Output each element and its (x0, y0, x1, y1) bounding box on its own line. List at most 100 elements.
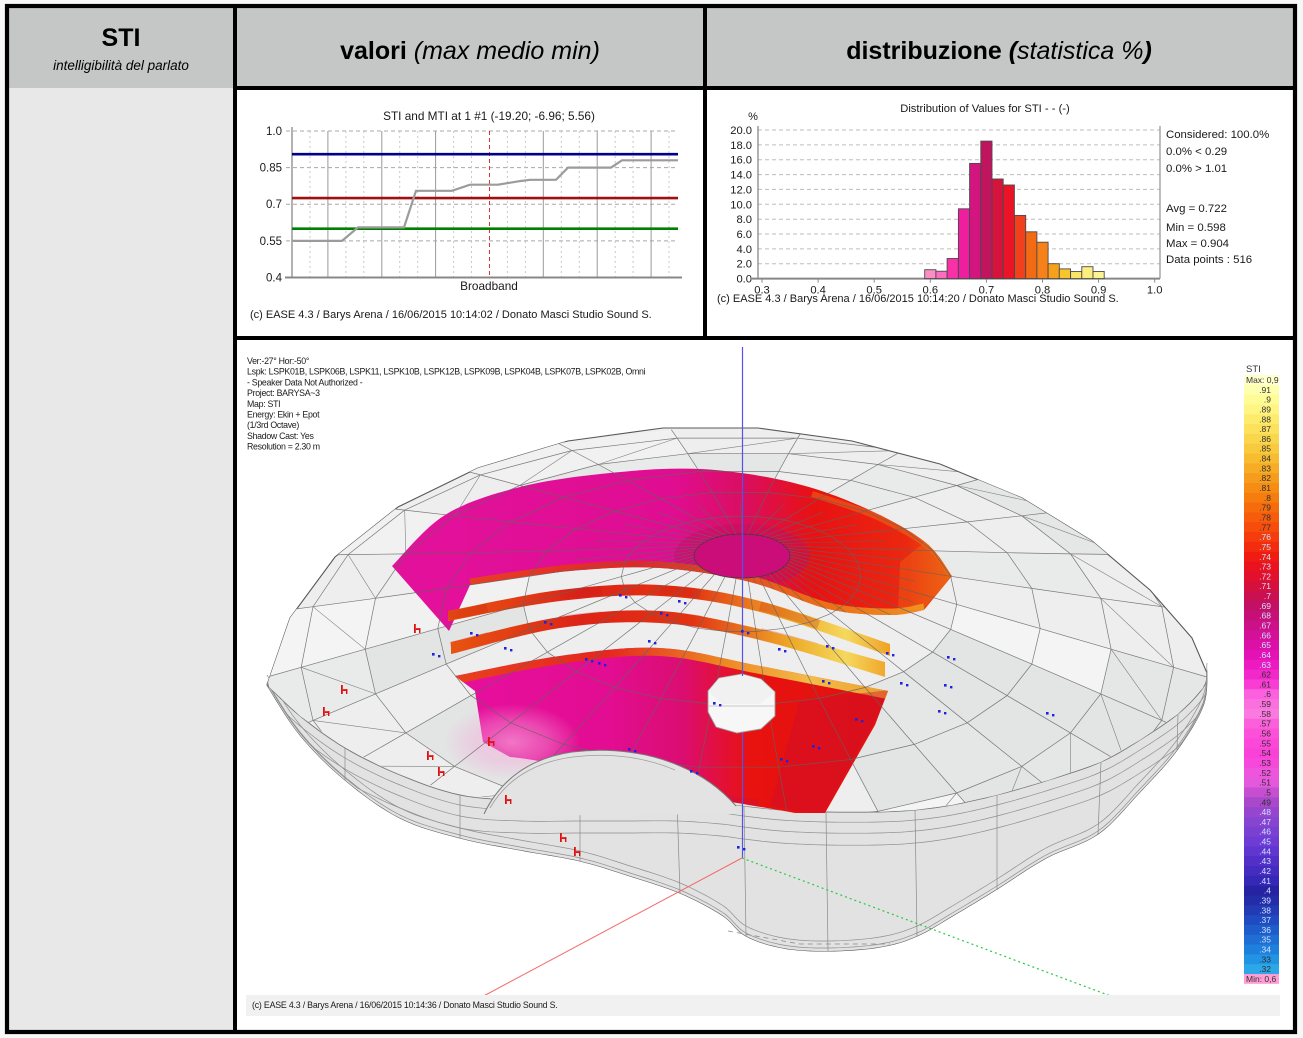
svg-text:.62: .62 (1259, 670, 1271, 680)
svg-text:6.0: 6.0 (736, 229, 752, 241)
svg-text:16.0: 16.0 (730, 155, 752, 167)
svg-text:Min = 0.598: Min = 0.598 (1166, 222, 1226, 234)
svg-text:.48: .48 (1259, 807, 1271, 817)
svg-text:Considered: 100.0%: Considered: 100.0% (1166, 129, 1269, 141)
svg-text:%: % (748, 111, 758, 123)
svg-text:.75: .75 (1259, 542, 1271, 552)
svg-text:.54: .54 (1259, 748, 1271, 758)
svg-text:0.0% < 0.29: 0.0% < 0.29 (1166, 146, 1227, 158)
svg-text:.83: .83 (1259, 463, 1271, 473)
svg-text:.33: .33 (1259, 954, 1271, 964)
svg-text:.5: .5 (1264, 787, 1271, 797)
svg-text:Max = 0.904: Max = 0.904 (1166, 238, 1229, 250)
svg-text:(1/3rd Octave): (1/3rd Octave) (247, 420, 299, 430)
svg-text:.58: .58 (1259, 709, 1271, 719)
svg-text:.51: .51 (1259, 778, 1271, 788)
svg-text:STI: STI (102, 24, 141, 52)
svg-text:.44: .44 (1259, 846, 1271, 856)
svg-text:.35: .35 (1259, 935, 1271, 945)
svg-text:.42: .42 (1259, 866, 1271, 876)
svg-text:.38: .38 (1259, 905, 1271, 915)
svg-text:0.4: 0.4 (810, 285, 826, 297)
svg-text:.71: .71 (1259, 581, 1271, 591)
svg-text:.76: .76 (1259, 532, 1271, 542)
svg-text:Lspk: LSPK01B, LSPK06B, LSPK11: Lspk: LSPK01B, LSPK06B, LSPK11, LSPK10B,… (247, 367, 646, 377)
svg-text:.88: .88 (1259, 414, 1271, 424)
svg-text:Min: 0,6: Min: 0,6 (1246, 974, 1277, 984)
svg-text:.8: .8 (1264, 493, 1271, 503)
svg-text:Resolution = 2.30 m: Resolution = 2.30 m (247, 442, 320, 452)
svg-text:.34: .34 (1259, 945, 1271, 955)
svg-text:STI: STI (1246, 364, 1261, 375)
svg-text:0.5: 0.5 (866, 285, 882, 297)
svg-text:0.55: 0.55 (260, 236, 282, 248)
svg-text:(c) EASE 4.3 / Barys Arena /: (c) EASE 4.3 / Barys Arena / 16/06/2015 … (717, 293, 1119, 305)
svg-text:Data points : 516: Data points : 516 (1166, 254, 1252, 266)
svg-text:4.0: 4.0 (736, 244, 752, 256)
svg-text:.84: .84 (1259, 454, 1271, 464)
svg-text:.81: .81 (1259, 483, 1271, 493)
svg-text:.43: .43 (1259, 856, 1271, 866)
svg-text:0.9: 0.9 (1091, 285, 1107, 297)
svg-text:.77: .77 (1259, 522, 1271, 532)
svg-text:.67: .67 (1259, 621, 1271, 631)
svg-text:Broadband: Broadband (460, 279, 518, 293)
svg-text:.61: .61 (1259, 679, 1271, 689)
svg-text:- Speaker Data Not Authorized: - Speaker Data Not Authorized - (247, 377, 363, 387)
svg-text:.9: .9 (1264, 395, 1271, 405)
svg-text:Distribution of Values for STI: Distribution of Values for STI - - (-) (900, 103, 1070, 115)
svg-text:1.0: 1.0 (266, 126, 282, 138)
svg-text:.47: .47 (1259, 817, 1271, 827)
svg-text:Max: 0,9: Max: 0,9 (1246, 375, 1279, 385)
svg-text:0.8: 0.8 (1035, 285, 1051, 297)
svg-text:.74: .74 (1259, 552, 1271, 562)
svg-text:8.0: 8.0 (736, 214, 752, 226)
svg-text:1.0: 1.0 (1147, 285, 1163, 297)
svg-text:.72: .72 (1259, 571, 1271, 581)
svg-text:0.7: 0.7 (979, 285, 995, 297)
svg-text:.65: .65 (1259, 640, 1271, 650)
svg-text:Ver:-27° Hor:-50°: Ver:-27° Hor:-50° (247, 356, 309, 366)
svg-text:.89: .89 (1259, 404, 1271, 414)
svg-text:.68: .68 (1259, 611, 1271, 621)
svg-text:.86: .86 (1259, 434, 1271, 444)
svg-text:.69: .69 (1259, 601, 1271, 611)
svg-text:.56: .56 (1259, 729, 1271, 739)
svg-text:2.0: 2.0 (736, 259, 752, 271)
svg-text:.87: .87 (1259, 424, 1271, 434)
svg-text:distribuzione (statistica %): distribuzione (statistica %) (846, 37, 1152, 65)
svg-text:Avg = 0.722: Avg = 0.722 (1166, 203, 1227, 215)
svg-text:0.4: 0.4 (266, 273, 283, 285)
svg-text:Shadow Cast: Yes: Shadow Cast: Yes (247, 431, 315, 441)
svg-text:(c) EASE 4.3 / Barys Arena /: (c) EASE 4.3 / Barys Arena / 16/06/2015 … (250, 309, 652, 321)
svg-text:Energy: Ekin + Epot: Energy: Ekin + Epot (247, 410, 320, 420)
svg-text:.63: .63 (1259, 660, 1271, 670)
svg-text:12.0: 12.0 (730, 184, 752, 196)
svg-text:(c) EASE 4.3 / Barys Arena /: (c) EASE 4.3 / Barys Arena / 16/06/2015 … (252, 1000, 557, 1010)
svg-text:.45: .45 (1259, 837, 1271, 847)
svg-text:.36: .36 (1259, 925, 1271, 935)
svg-text:intelligibilità del parlato: intelligibilità del parlato (53, 58, 189, 73)
svg-text:Project: BARYSA~3: Project: BARYSA~3 (247, 388, 320, 398)
svg-text:.55: .55 (1259, 738, 1271, 748)
svg-text:.78: .78 (1259, 512, 1271, 522)
svg-text:.79: .79 (1259, 503, 1271, 513)
svg-text:.7: .7 (1264, 591, 1271, 601)
svg-text:STI and MTI at 1 #1 (-19.20;: STI and MTI at 1 #1 (-19.20; -6.96; 5.56… (383, 109, 595, 123)
svg-text:.82: .82 (1259, 473, 1271, 483)
svg-text:.32: .32 (1259, 964, 1271, 974)
svg-text:.6: .6 (1264, 689, 1271, 699)
svg-text:.91: .91 (1259, 385, 1271, 395)
svg-text:0.0% > 1.01: 0.0% > 1.01 (1166, 163, 1227, 175)
svg-text:.57: .57 (1259, 719, 1271, 729)
svg-text:.59: .59 (1259, 699, 1271, 709)
svg-text:.52: .52 (1259, 768, 1271, 778)
svg-text:0.3: 0.3 (754, 285, 770, 297)
svg-text:18.0: 18.0 (730, 140, 752, 152)
svg-text:.49: .49 (1259, 797, 1271, 807)
svg-text:0.85: 0.85 (260, 163, 282, 175)
svg-text:.73: .73 (1259, 562, 1271, 572)
svg-text:.64: .64 (1259, 650, 1271, 660)
svg-text:.37: .37 (1259, 915, 1271, 925)
svg-text:0.0: 0.0 (736, 274, 752, 286)
